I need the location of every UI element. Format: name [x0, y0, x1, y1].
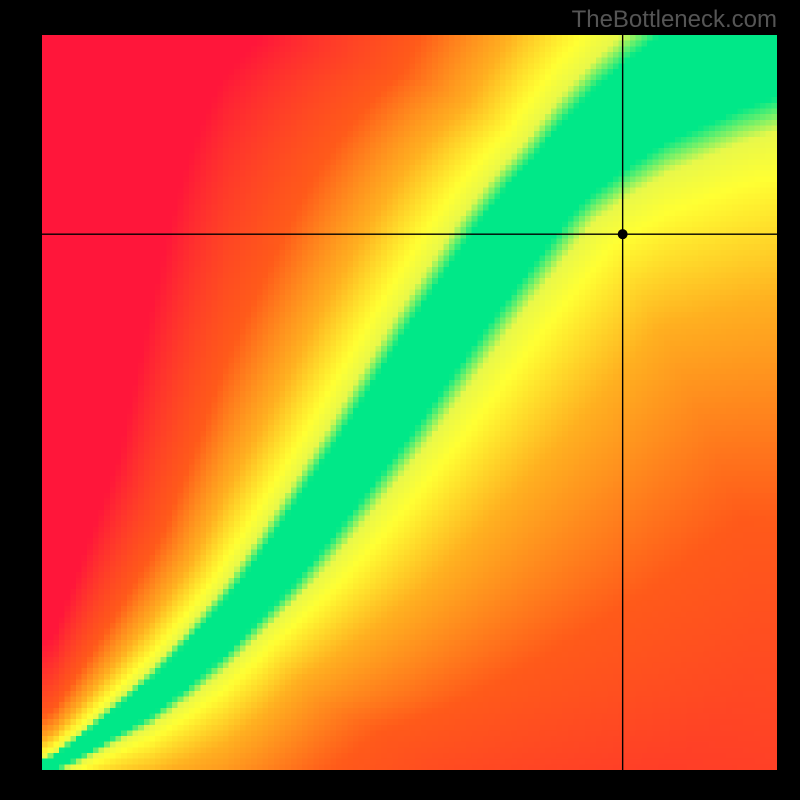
bottleneck-heatmap [42, 35, 777, 770]
chart-container: TheBottleneck.com [0, 0, 800, 800]
watermark-text: TheBottleneck.com [572, 6, 777, 34]
